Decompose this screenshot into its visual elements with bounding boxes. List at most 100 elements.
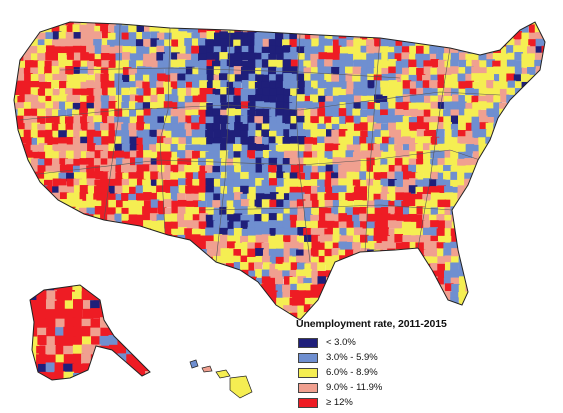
- county-cell: [14, 129, 19, 139]
- county-cell: [541, 178, 545, 188]
- county-cell: [310, 53, 319, 63]
- county-cell: [548, 31, 557, 40]
- county-cell: [66, 144, 75, 154]
- county-cell: [352, 242, 361, 251]
- county-cell: [86, 263, 95, 272]
- county-cell: [437, 207, 447, 216]
- county-cell: [14, 88, 18, 98]
- county-cell: [521, 67, 531, 77]
- county-cell: [38, 81, 47, 91]
- county-cell: [429, 248, 438, 257]
- county-cell: [86, 53, 96, 63]
- county-cell: [51, 214, 61, 224]
- county-cell: [247, 22, 256, 28]
- county-cell: [247, 206, 257, 216]
- county-cell: [136, 290, 145, 299]
- county-cell: [450, 81, 460, 91]
- county-cell: [65, 228, 74, 237]
- county-cell: [45, 108, 55, 117]
- county-cell: [472, 137, 482, 147]
- county-cell: [268, 136, 278, 146]
- county-cell: [44, 22, 54, 27]
- county-cell: [338, 200, 348, 209]
- county-cell: [129, 150, 139, 160]
- county-cell: [520, 38, 530, 48]
- county-cell: [145, 285, 150, 292]
- county-cell: [464, 22, 474, 27]
- county-cell: [332, 276, 341, 286]
- county-cell: [374, 59, 383, 69]
- county-cell: [192, 256, 202, 265]
- county-cell: [492, 263, 501, 273]
- county-cell: [450, 46, 460, 56]
- county-cell: [178, 25, 188, 35]
- county-cell: [506, 150, 516, 160]
- county-cell: [408, 22, 418, 26]
- county-cell: [45, 73, 54, 82]
- county-cell: [472, 81, 482, 91]
- county-cell: [493, 74, 503, 83]
- county-cell: [521, 45, 531, 54]
- county-cell: [464, 95, 474, 104]
- county-cell: [234, 122, 243, 131]
- county-cell: [458, 179, 468, 188]
- county-cell: [109, 363, 121, 374]
- county-cell: [108, 74, 118, 83]
- county-cell: [51, 66, 61, 75]
- county-cell: [478, 298, 487, 307]
- county-cell: [310, 73, 320, 83]
- county-cell: [170, 213, 180, 222]
- county-cell: [304, 207, 313, 216]
- county-cell: [16, 263, 25, 273]
- county-cell: [486, 311, 495, 320]
- county-cell: [275, 22, 284, 27]
- county-cell: [171, 200, 181, 210]
- county-cell: [534, 24, 544, 34]
- county-cell: [86, 102, 96, 112]
- county-cell: [325, 220, 335, 230]
- county-cell: [149, 129, 159, 139]
- county-cell: [514, 52, 523, 61]
- county-cell: [310, 220, 320, 230]
- county-cell: [136, 285, 148, 292]
- county-cell: [401, 221, 411, 231]
- county-cell: [156, 39, 166, 49]
- county-cell: [353, 46, 362, 56]
- county-cell: [129, 39, 138, 49]
- county-cell: [290, 262, 300, 271]
- county-cell: [212, 102, 222, 112]
- county-cell: [549, 158, 558, 167]
- county-cell: [206, 270, 216, 279]
- county-cell: [227, 214, 236, 223]
- county-cell: [23, 22, 32, 28]
- county-cell: [486, 319, 495, 320]
- county-cell: [550, 207, 559, 216]
- county-cell: [23, 228, 32, 237]
- county-cell: [37, 130, 47, 139]
- county-cell: [73, 32, 83, 41]
- county-cell: [213, 137, 223, 147]
- county-cell: [318, 22, 327, 26]
- county-cell: [177, 59, 187, 68]
- county-cell: [220, 143, 229, 153]
- county-cell: [121, 95, 131, 104]
- county-cell: [14, 235, 20, 244]
- county-cell: [373, 87, 383, 97]
- county-cell: [63, 371, 75, 380]
- county-cell: [206, 220, 215, 229]
- county-cell: [135, 277, 145, 286]
- county-cell: [514, 102, 524, 112]
- county-cell: [367, 102, 377, 111]
- county-cell: [408, 130, 417, 140]
- county-cell: [304, 46, 313, 56]
- county-cell: [23, 115, 32, 125]
- county-cell: [451, 186, 460, 196]
- county-cell: [311, 290, 321, 300]
- county-cell: [65, 242, 75, 252]
- county-cell: [80, 241, 89, 250]
- county-cell: [450, 66, 459, 75]
- county-cell: [374, 297, 384, 307]
- county-cell: [149, 60, 159, 70]
- county-cell: [486, 102, 495, 112]
- county-cell: [44, 144, 53, 154]
